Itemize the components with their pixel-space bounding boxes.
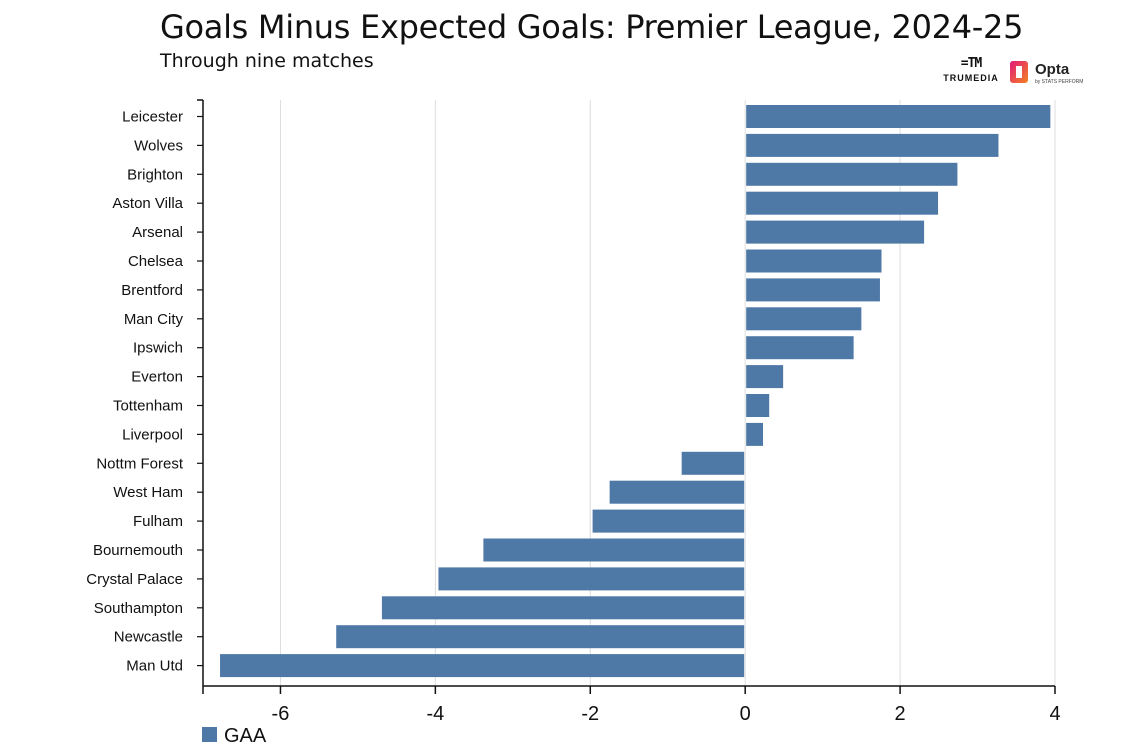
logo-group: =TM TRUMEDIA Opta by STATS PERFORM [935, 56, 1095, 90]
bar-liverpool [746, 422, 763, 446]
y-tick-label: West Ham [113, 484, 183, 501]
y-tick-label: Bournemouth [93, 542, 183, 559]
y-tick-label: Liverpool [122, 426, 183, 443]
opta-wordmark: Opta [1035, 61, 1070, 78]
x-tick-label: -2 [581, 703, 599, 725]
chart-subtitle: Through nine matches [160, 50, 374, 72]
trumedia-mark-icon: =TM [960, 56, 982, 71]
y-tick-label: Newcastle [114, 629, 183, 646]
bar-brighton [746, 162, 958, 186]
y-tick-label: Nottm Forest [96, 455, 184, 472]
bar-tottenham [746, 394, 770, 417]
opta-logo: Opta by STATS PERFORM [1007, 58, 1097, 88]
y-tick-label: Ipswich [133, 340, 183, 357]
y-tick-label: Brentford [121, 282, 183, 299]
bar-everton [746, 365, 784, 389]
bar-leicester [746, 105, 1051, 128]
y-tick-label: Wolves [134, 137, 183, 154]
opta-mark-icon [1010, 61, 1028, 83]
bar-wolves [746, 133, 999, 157]
trumedia-logo: =TM TRUMEDIA [941, 56, 1001, 83]
bar-bournemouth [483, 538, 745, 562]
y-tick-label: Arsenal [132, 224, 183, 241]
bar-southampton [381, 596, 745, 620]
y-tick-label: Brighton [127, 166, 183, 183]
bar-ipswich [746, 336, 854, 360]
legend: GAA [202, 725, 267, 747]
bar-man-city [746, 307, 862, 331]
y-tick-label: Man Utd [126, 658, 183, 675]
trumedia-wordmark: TRUMEDIA [943, 73, 999, 83]
x-tick-label: -6 [272, 703, 290, 725]
axes: Leicester Wolves Brighton Aston Villa Arsena… [86, 99, 1061, 725]
y-tick-label: Man City [124, 311, 184, 328]
legend-swatch [202, 727, 217, 742]
opta-subtext: by STATS PERFORM [1035, 79, 1084, 85]
y-tick-label: Southampton [94, 600, 183, 617]
bar-brentford [746, 278, 880, 302]
y-tick-label: Aston Villa [112, 195, 183, 212]
chart-title: Goals Minus Expected Goals: Premier Leag… [160, 8, 1024, 46]
x-tick-label: -4 [426, 703, 444, 725]
bar-fulham [592, 509, 745, 533]
bar-chelsea [746, 249, 882, 273]
bar-arsenal [746, 220, 925, 244]
bar-west-ham [609, 480, 745, 504]
x-tick-label: 0 [740, 703, 751, 725]
bar-nottm-forest [681, 451, 745, 475]
y-tick-label: Tottenham [113, 398, 183, 415]
bar-crystal-palace [438, 567, 745, 591]
bar-man-utd [220, 654, 745, 678]
bars [220, 105, 1051, 678]
bar-aston-villa [746, 191, 939, 215]
x-tick-label: 2 [895, 703, 906, 725]
y-tick-label: Chelsea [128, 253, 184, 270]
y-tick-label: Fulham [133, 513, 183, 530]
bar-newcastle [336, 625, 745, 649]
y-tick-label: Crystal Palace [86, 571, 183, 588]
x-tick-label: 4 [1049, 703, 1060, 725]
y-tick-label: Everton [131, 369, 183, 386]
y-tick-label: Leicester [122, 109, 183, 126]
legend-label: GAA [224, 725, 267, 747]
